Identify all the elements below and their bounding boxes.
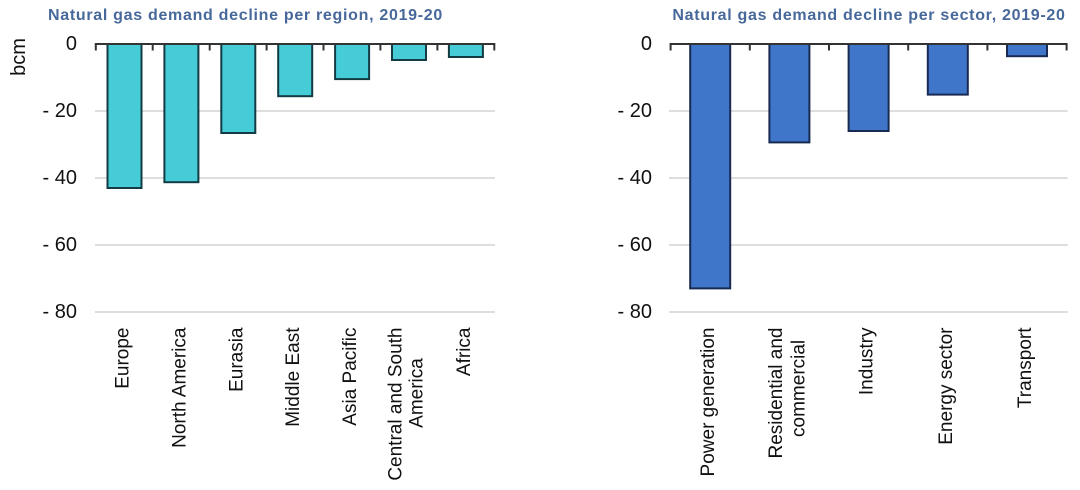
svg-text:Asia Pacific: Asia Pacific — [340, 328, 361, 426]
svg-text:bcm: bcm — [8, 38, 30, 76]
svg-text:North America: North America — [169, 327, 190, 448]
svg-text:Europe: Europe — [113, 328, 134, 389]
svg-text:Residential and: Residential and — [766, 328, 787, 459]
svg-text:Energy sector: Energy sector — [936, 327, 957, 445]
svg-text:- 20: - 20 — [618, 100, 652, 122]
svg-text:Middle East: Middle East — [283, 327, 304, 427]
svg-text:Eurasia: Eurasia — [226, 327, 247, 392]
svg-text:- 60: - 60 — [43, 234, 77, 256]
svg-text:America: America — [406, 358, 427, 428]
svg-text:- 80: - 80 — [618, 301, 652, 323]
svg-text:- 40: - 40 — [618, 167, 652, 189]
svg-text:Transport: Transport — [1015, 327, 1036, 408]
svg-text:Central and South: Central and South — [385, 328, 406, 481]
svg-text:Industry: Industry — [857, 327, 878, 395]
svg-text:Natural gas demand decline per: Natural gas demand decline per sector, 2… — [672, 7, 1065, 24]
svg-text:0: 0 — [641, 33, 652, 55]
svg-text:Power generation: Power generation — [698, 328, 719, 477]
svg-text:0: 0 — [66, 33, 77, 55]
svg-text:Africa: Africa — [454, 327, 475, 376]
svg-text:- 40: - 40 — [43, 167, 77, 189]
svg-text:- 80: - 80 — [43, 301, 77, 323]
svg-text:- 20: - 20 — [43, 100, 77, 122]
svg-text:commercial: commercial — [789, 340, 810, 437]
svg-text:- 60: - 60 — [618, 234, 652, 256]
svg-text:Natural gas demand decline per: Natural gas demand decline per region, 2… — [48, 7, 443, 24]
